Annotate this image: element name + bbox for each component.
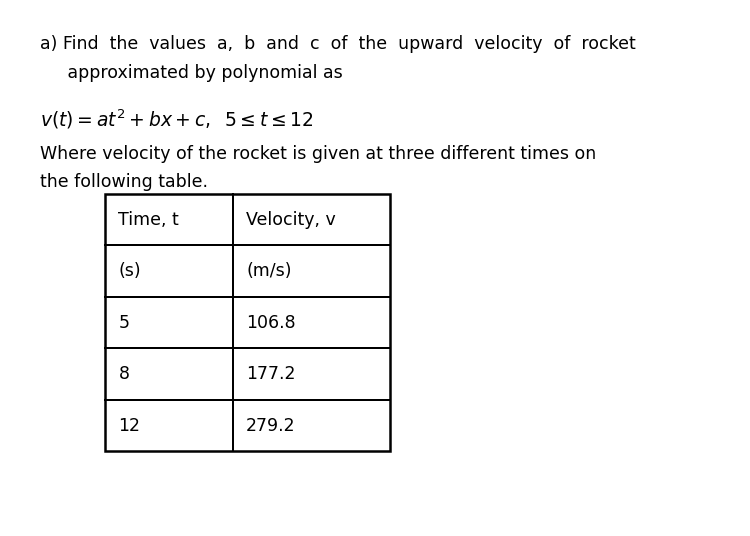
Text: 5: 5 [118,314,130,332]
Text: $v(t) = at^2 + bx + c,\;\; 5 \leq t \leq 12$: $v(t) = at^2 + bx + c,\;\; 5 \leq t \leq… [40,107,314,131]
Text: (s): (s) [118,262,141,280]
Bar [105,194,390,451]
Text: 177.2: 177.2 [246,365,296,383]
Text: Where velocity of the rocket is given at three different times on: Where velocity of the rocket is given at… [40,145,596,163]
Text: 279.2: 279.2 [246,416,296,435]
Text: Time, t: Time, t [118,211,179,229]
Text: approximated by polynomial as: approximated by polynomial as [40,64,343,83]
Text: (m/s): (m/s) [246,262,292,280]
Text: 8: 8 [118,365,130,383]
Text: 106.8: 106.8 [246,314,296,332]
Text: a) Find  the  values  a,  b  and  c  of  the  upward  velocity  of  rocket: a) Find the values a, b and c of the upw… [40,35,635,53]
Text: the following table.: the following table. [40,173,208,191]
Text: Velocity, v: Velocity, v [246,211,336,229]
Text: 12: 12 [118,416,140,435]
